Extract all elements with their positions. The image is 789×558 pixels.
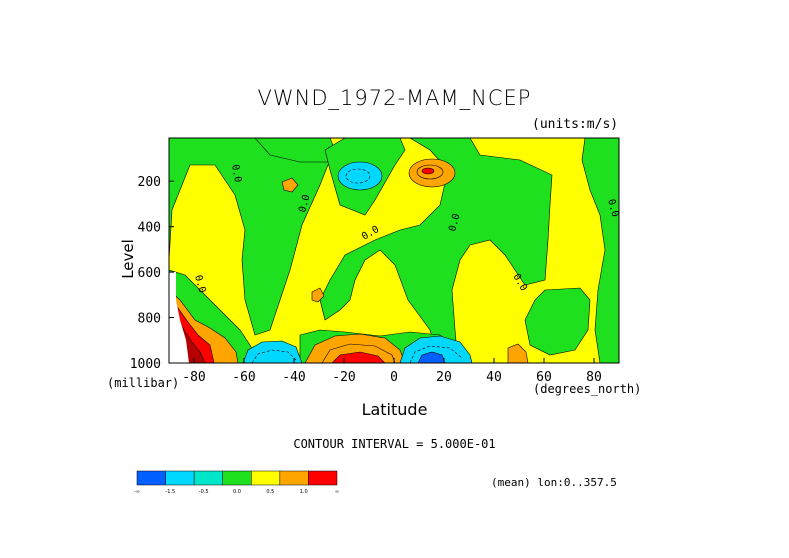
y-tick-label: 600 xyxy=(138,266,161,281)
x-tick-label: -20 xyxy=(332,370,355,385)
contour-region-orange xyxy=(311,287,325,303)
x-tick-label: -80 xyxy=(182,370,205,385)
contour-region-blue xyxy=(417,351,446,363)
y-tick-label: 200 xyxy=(138,175,161,190)
x-axis-unit: (degrees_north) xyxy=(533,382,642,396)
x-tick-label: 80 xyxy=(586,370,602,385)
x-tick-label: 0 xyxy=(390,370,398,385)
contour-region-green xyxy=(319,138,553,363)
contour-region-cyan xyxy=(345,168,371,184)
contour-interval-label: CONTOUR INTERVAL = 5.000E-01 xyxy=(293,437,496,451)
colorbar-label: -∞ xyxy=(134,489,140,495)
contour-region-red xyxy=(421,167,435,175)
contour-region-red xyxy=(331,351,386,363)
colorbar-bin xyxy=(222,470,252,486)
contour-region-cyan xyxy=(399,335,473,363)
contour-region-cyan xyxy=(242,340,303,363)
contour-region-cyan xyxy=(337,161,383,191)
colorbar-label: ∞ xyxy=(335,489,339,495)
x-tick-label: -60 xyxy=(232,370,255,385)
contour-label: 0.0 xyxy=(297,193,312,213)
contour-label: 0.0 xyxy=(605,198,620,218)
mean-longitude-annotation: (mean) lon:0..357.5 xyxy=(491,476,617,489)
contour-region-green xyxy=(524,287,591,356)
plot-area: 0.0 0.0 0.0 0.0 0.0 0.0 0.0 xyxy=(169,138,620,363)
colorbar-bin xyxy=(193,470,223,486)
y-tick-label: 800 xyxy=(138,312,161,327)
contour-region-green xyxy=(581,138,619,363)
y-tick-label: 400 xyxy=(138,221,161,236)
colorbar-label: 1.0 xyxy=(300,489,308,495)
contour-region-orange xyxy=(281,177,299,193)
x-tick-label: 20 xyxy=(436,370,452,385)
units-label: (units:m/s) xyxy=(532,117,619,132)
missing-data-region xyxy=(169,272,189,363)
colorbar-label: 0.5 xyxy=(266,489,274,495)
y-tick-label: 1000 xyxy=(130,357,161,372)
x-axis-title: Latitude xyxy=(361,400,428,419)
contour-label: 0.0 xyxy=(229,164,243,184)
contour-region-cyan xyxy=(251,349,297,363)
colorbar-label: -0.5 xyxy=(199,489,209,495)
colorbar-label: -1.5 xyxy=(165,489,175,495)
contour-label: 0.0 xyxy=(447,212,462,232)
x-tick-label: -40 xyxy=(282,370,305,385)
contour-label: 0.0 xyxy=(192,274,207,294)
colorbar-label: 0.0 xyxy=(233,489,241,495)
contour-region-orange xyxy=(507,343,529,363)
colorbar-legend: -∞ -1.5 -0.5 0.0 0.5 1.0 ∞ xyxy=(134,470,339,495)
colorbar-bin xyxy=(251,470,281,486)
x-axis: -80 -60 -40 -20 0 20 40 60 80 xyxy=(182,358,602,385)
colorbar-bin xyxy=(165,470,195,486)
chart-title: VWND_1972-MAM_NCEP xyxy=(257,86,532,110)
y-axis: 200 400 600 800 1000 xyxy=(130,175,174,372)
x-tick-label: 40 xyxy=(486,370,502,385)
y-axis-unit: (millibar) xyxy=(107,376,180,390)
colorbar-bin xyxy=(279,470,309,486)
colorbar-bin xyxy=(308,470,338,486)
colorbar-bin xyxy=(136,470,166,486)
x-tick-label: 60 xyxy=(536,370,552,385)
